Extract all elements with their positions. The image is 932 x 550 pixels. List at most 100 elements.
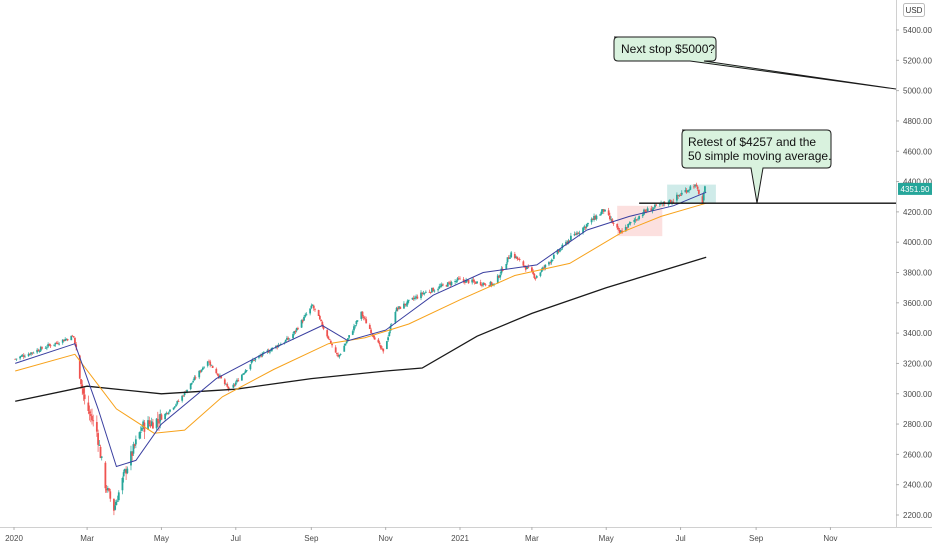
candle-body bbox=[147, 420, 149, 430]
candle-body bbox=[585, 224, 588, 228]
candle-body bbox=[381, 348, 383, 350]
candle-body bbox=[641, 214, 644, 217]
candle-body bbox=[697, 189, 700, 194]
candle-body bbox=[432, 288, 435, 292]
candle-body bbox=[515, 256, 517, 258]
currency-badge-box bbox=[903, 3, 925, 17]
candle-body bbox=[259, 355, 262, 357]
candle-body bbox=[543, 267, 545, 269]
candle-body bbox=[617, 228, 620, 230]
candle-body bbox=[192, 381, 195, 383]
candle-body bbox=[293, 331, 296, 334]
candle-body bbox=[92, 420, 95, 422]
candle-body bbox=[165, 412, 168, 414]
candle-body bbox=[454, 281, 457, 282]
candle-body bbox=[201, 367, 204, 370]
candle-body bbox=[116, 500, 119, 502]
candle-body bbox=[651, 209, 654, 211]
candle-body bbox=[449, 282, 452, 286]
candle-body bbox=[560, 249, 563, 251]
candle-body bbox=[414, 297, 416, 299]
y-tick-label: 4800.00 bbox=[903, 117, 932, 126]
moving-average-line bbox=[15, 202, 707, 434]
candle-body bbox=[183, 391, 186, 396]
candle-body bbox=[415, 296, 418, 298]
candle-body bbox=[155, 418, 158, 429]
candle-body bbox=[439, 286, 442, 287]
candle-body bbox=[19, 356, 21, 359]
candle-body bbox=[287, 337, 290, 340]
candle-body bbox=[329, 340, 332, 344]
y-tick-label: 3200.00 bbox=[903, 359, 932, 368]
candle-body bbox=[262, 351, 265, 353]
candle-body bbox=[510, 252, 513, 258]
y-tick-label: 3800.00 bbox=[903, 269, 932, 278]
candle-body bbox=[611, 219, 614, 224]
candle-body bbox=[488, 285, 491, 287]
candle-body bbox=[320, 319, 322, 322]
candle-body bbox=[624, 226, 627, 232]
candle-body bbox=[527, 266, 530, 268]
candle-body bbox=[602, 209, 605, 212]
candle-body bbox=[455, 281, 458, 282]
y-axis-ticks[interactable]: 2200.00 2400.00 2600.00 2800.00 3000.00 3200.… bbox=[896, 26, 932, 520]
candle-body bbox=[326, 330, 329, 337]
candle-body bbox=[114, 505, 117, 510]
x-axis-ticks[interactable]: 2020 Mar May Jul Sep Nov 2021 Mar May Jul Sep Nov bbox=[5, 527, 838, 543]
candle-body bbox=[360, 311, 363, 319]
candle-body bbox=[539, 272, 542, 276]
currency-label: USD bbox=[906, 6, 923, 15]
currency-badge[interactable]: USD bbox=[903, 3, 925, 17]
callout-target[interactable]: Next stop $5000? bbox=[613, 36, 897, 90]
candle-body bbox=[540, 269, 543, 273]
candle-body bbox=[364, 318, 366, 319]
candle-body bbox=[159, 413, 162, 422]
candle-body bbox=[117, 492, 120, 501]
candle-body bbox=[678, 195, 681, 197]
candle-body bbox=[133, 444, 136, 446]
callout-retest[interactable]: Retest of $4257 and the 50 simple moving… bbox=[681, 129, 832, 204]
candle-body bbox=[574, 234, 577, 235]
candle-body bbox=[331, 343, 333, 346]
candle-body bbox=[422, 293, 425, 295]
candle-body bbox=[616, 223, 619, 228]
candle-body bbox=[476, 281, 478, 284]
candle-body bbox=[314, 308, 316, 310]
candle-body bbox=[377, 339, 380, 343]
candle-body bbox=[63, 339, 65, 342]
candle-body bbox=[227, 386, 230, 390]
candle-body bbox=[456, 278, 459, 281]
candle-body bbox=[398, 306, 400, 309]
candle-body bbox=[368, 324, 371, 329]
candle-body bbox=[583, 226, 586, 228]
y-tick-label: 4600.00 bbox=[903, 147, 932, 156]
candle-body bbox=[693, 186, 695, 188]
candle-body bbox=[559, 249, 561, 252]
candle-body bbox=[677, 195, 680, 197]
candle-body bbox=[498, 275, 500, 278]
candle-body bbox=[237, 380, 240, 382]
candle-body bbox=[20, 355, 23, 357]
candle-body bbox=[429, 292, 432, 293]
candle-body bbox=[582, 227, 584, 233]
candle-body bbox=[489, 281, 492, 286]
candle-body bbox=[36, 349, 39, 353]
candle-body bbox=[125, 470, 128, 474]
candle-body bbox=[14, 358, 17, 360]
candle-body bbox=[91, 415, 93, 421]
candle-body bbox=[312, 305, 315, 309]
candle-body bbox=[685, 190, 688, 193]
candle-body bbox=[438, 286, 441, 289]
candle-body bbox=[619, 230, 622, 233]
candle-body bbox=[524, 266, 527, 270]
candle-body bbox=[499, 274, 502, 278]
candle-body bbox=[500, 268, 503, 274]
x-tick-label: 2020 bbox=[5, 534, 23, 543]
last-price-tag: 4351.90 bbox=[898, 182, 932, 195]
candle-body bbox=[492, 283, 494, 286]
candle-body bbox=[37, 349, 40, 352]
candle-body bbox=[220, 375, 223, 379]
candle-body bbox=[156, 419, 159, 421]
candle-body bbox=[591, 219, 594, 221]
